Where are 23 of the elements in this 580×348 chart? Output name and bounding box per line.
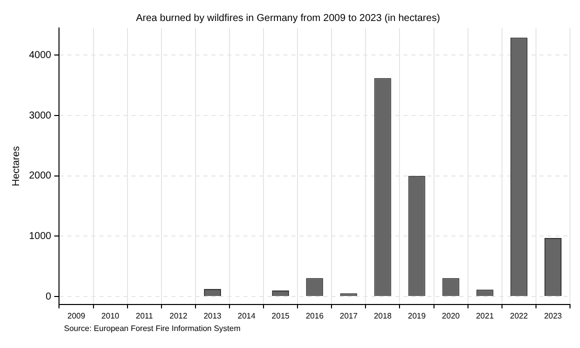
y-axis-title: Hectares bbox=[10, 146, 22, 186]
x-tick-label: 2015 bbox=[272, 311, 290, 320]
x-tick-label: 2011 bbox=[136, 311, 154, 320]
x-tick-label: 2010 bbox=[101, 311, 120, 320]
source-note: Source: European Forest Fire Information System bbox=[64, 324, 241, 334]
x-tick-label: 2016 bbox=[306, 311, 324, 320]
y-tick-label: 0 bbox=[46, 291, 52, 302]
y-tick-label: 4000 bbox=[28, 50, 52, 61]
x-tick-label: 2020 bbox=[442, 311, 460, 320]
chart-title: Area burned by wildfires in Germany from 2009 to 2023 (in hectares) bbox=[136, 12, 440, 24]
x-tick-label: 2022 bbox=[510, 311, 528, 320]
x-tick-label: 2023 bbox=[544, 311, 562, 320]
y-tick-label: 3000 bbox=[28, 110, 52, 122]
x-tick-label: 2012 bbox=[170, 311, 188, 320]
x-tick-label: 2009 bbox=[67, 311, 86, 320]
x-tick-label: 2018 bbox=[374, 311, 392, 320]
x-tick-label: 2021 bbox=[476, 311, 494, 320]
y-tick-label: 2000 bbox=[28, 170, 52, 182]
x-tick-label: 2014 bbox=[238, 311, 256, 320]
x-tick-label: 2019 bbox=[408, 311, 426, 320]
x-tick-label: 2017 bbox=[340, 311, 358, 320]
y-tick-label: 1000 bbox=[28, 230, 52, 242]
x-tick-label: 2013 bbox=[204, 311, 222, 320]
